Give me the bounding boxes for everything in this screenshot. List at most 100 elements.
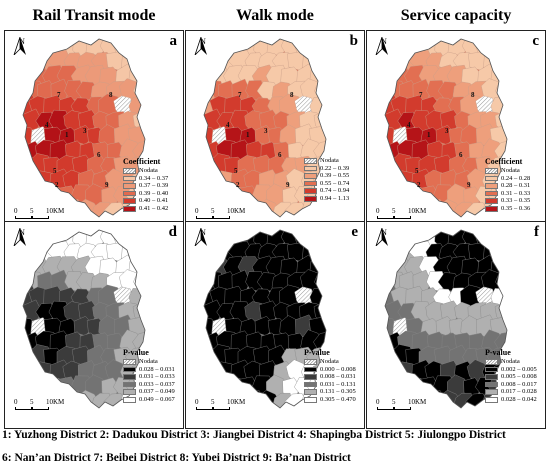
legend-swatch [304,173,317,179]
scale-bar: 0 5 10KM [14,207,95,231]
scale-tick-label: 10KM [227,207,246,215]
legend-label: 0.33 – 0.35 [501,197,531,205]
north-arrow-icon: N [194,228,212,246]
legend-swatch [304,397,317,403]
map-region [91,202,112,217]
arrow-icon [13,37,26,55]
legend-item: 0.005 – 0.008 [485,373,545,381]
map-region [284,202,308,217]
arrow-icon [194,37,207,55]
scale-tick-label: 10KM [408,398,427,406]
scale-bar: 0 5 10KM [195,398,276,422]
scale-tick-label: 0 [376,207,380,215]
map-region [126,230,145,248]
scale-tick-label: 0 [195,398,199,406]
arrow-icon [375,228,388,246]
legend-item: 0.28 – 0.31 [485,182,545,190]
district-number: 4 [407,121,411,129]
map-region [30,376,52,397]
legend-item: 0.031 – 0.033 [123,373,183,381]
study-area-outline [203,229,327,409]
map-legend: Coefficient Nodata 0.34 – 0.37 0.37 – 0.39 0… [123,157,183,213]
legend-label: 0.031 – 0.033 [139,373,175,381]
district-number: 8 [471,91,475,99]
legend-label: Nodata [501,167,520,174]
legend-item-nodata: Nodata [123,167,183,175]
legend-label: 0.131 – 0.305 [320,388,356,396]
legend-item: 0.000 – 0.008 [304,366,364,374]
map-region [272,202,293,217]
legend-label: 0.94 – 1.13 [320,194,350,202]
north-arrow-icon: N [194,37,212,55]
nodata-swatch [485,168,498,174]
district-number: 2 [417,181,421,189]
legend-label: 0.28 – 0.31 [501,182,531,190]
legend-label: 0.002 – 0.005 [501,365,537,373]
district-number: 5 [415,167,419,175]
district-number: 5 [234,167,238,175]
legend-swatch [485,206,498,212]
north-arrow-icon: N [375,37,393,55]
scale-bar-line [196,407,214,410]
legend-label: Nodata [139,358,158,365]
legend-swatch [304,165,317,172]
district-number: 3 [264,127,268,135]
district-number: 7 [57,91,61,99]
map-legend: P-value Nodata 0.002 – 0.005 0.005 – 0.008 0… [485,348,545,404]
legend-swatch [304,180,317,187]
north-label: N [19,37,25,46]
legend-title: Coefficient [123,157,161,166]
legend-label: 0.31 – 0.33 [501,189,531,197]
map-region [28,230,51,248]
scale-tick-label: 10KM [408,207,427,215]
map-region [392,376,414,397]
district-number: 2 [236,181,240,189]
legend-swatch [485,374,498,380]
legend-swatch [485,389,498,395]
legend-item: 0.037 – 0.049 [123,388,183,396]
map-region [390,230,413,248]
legend-item: 0.028 – 0.042 [485,396,545,404]
legend-item: 0.031 – 0.131 [304,381,364,389]
scale-bar: 0 5 10KM [376,207,457,231]
study-area-outline [384,38,508,218]
scale-tick-label: 5 [211,398,215,406]
legend-item: 0.305 – 0.470 [304,396,364,404]
district-number: 3 [83,127,87,135]
scale-tick-label: 10KM [227,398,246,406]
north-label: N [200,37,206,46]
map-legend: P-value Nodata 0.028 – 0.031 0.031 – 0.033 0… [123,348,183,404]
legend-item: 0.39 – 0.40 [123,190,183,198]
legend-label: 0.39 – 0.55 [320,172,350,180]
legend-title: Coefficient [485,157,523,166]
legend-label: 0.40 – 0.41 [139,197,169,205]
legend-swatch [123,183,136,189]
map-legend: Nodata 0.22 – 0.39 0.39 – 0.55 0.55 – 0.74 0… [304,157,364,203]
map-region [134,48,145,72]
scale-tick-label: 5 [392,207,396,215]
arrow-icon [194,228,207,246]
map-region [385,169,404,192]
district-number: 2 [55,181,59,189]
legend-swatch [485,190,498,197]
map-region [488,39,507,57]
legend-swatch [123,374,136,380]
legend-item: 0.008 – 0.031 [304,373,364,381]
legend-swatch [304,389,317,395]
map-region [307,39,326,57]
panel-letter: c [532,33,539,49]
legend-item: 0.028 – 0.031 [123,366,183,374]
panel-letter: b [349,33,358,49]
legend-label: 0.008 – 0.017 [501,380,537,388]
district-number: 3 [445,127,449,135]
scale-bar: 0 5 10KM [195,207,276,231]
scale-bar-line [377,216,395,219]
map-region [385,377,398,398]
legend-item-nodata: Nodata [485,167,545,175]
legend-swatch [123,206,136,212]
panel-letter: e [351,224,358,240]
map-region [30,185,52,206]
map-region [211,376,233,397]
legend-swatch [485,198,498,204]
